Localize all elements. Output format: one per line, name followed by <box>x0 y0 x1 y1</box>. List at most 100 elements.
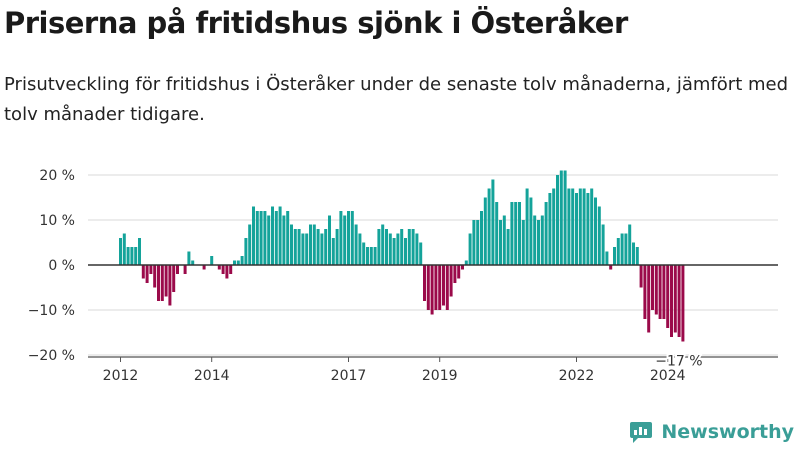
bar <box>183 265 187 274</box>
bars-layer <box>119 170 685 342</box>
bar <box>605 251 609 265</box>
bar <box>404 238 407 265</box>
bar <box>423 265 426 301</box>
bar <box>658 265 662 319</box>
bar <box>438 265 442 310</box>
bar <box>324 229 328 265</box>
bar <box>506 229 510 265</box>
bar <box>141 265 145 279</box>
bar <box>244 238 248 265</box>
bar <box>301 233 305 265</box>
bar <box>236 260 240 265</box>
bar <box>476 220 480 265</box>
x-tick-label: 2012 <box>103 368 139 384</box>
bar <box>343 215 347 265</box>
bar <box>358 233 362 265</box>
bar <box>510 202 514 265</box>
bar <box>248 224 252 265</box>
x-tick-label: 2022 <box>559 368 595 384</box>
bar <box>263 211 267 265</box>
bar <box>575 193 578 265</box>
bar <box>518 202 521 265</box>
bar <box>654 265 658 315</box>
bar <box>210 256 214 265</box>
bar <box>662 265 666 319</box>
bar <box>320 233 324 265</box>
bar <box>164 265 168 297</box>
bar <box>366 247 369 265</box>
bar <box>385 229 388 265</box>
last-value-label: −17 % <box>655 354 702 370</box>
bar <box>373 247 377 265</box>
bar <box>552 188 556 265</box>
bar <box>392 238 396 265</box>
bar <box>354 224 358 265</box>
bar <box>316 229 320 265</box>
x-tick-label: 2024 <box>650 368 686 384</box>
bar <box>426 265 430 310</box>
x-tick-label: 2017 <box>331 368 367 384</box>
bar <box>434 265 438 310</box>
bar <box>529 197 533 265</box>
bar <box>229 265 233 274</box>
bar <box>480 211 483 265</box>
bar <box>651 265 654 310</box>
bar <box>578 188 582 265</box>
bar <box>559 170 563 265</box>
bar <box>537 220 540 265</box>
bar <box>381 224 385 265</box>
bar <box>430 265 434 315</box>
bar <box>563 170 567 265</box>
bar <box>407 229 411 265</box>
bar <box>620 233 624 265</box>
bar <box>347 211 350 265</box>
bar <box>259 211 263 265</box>
bar <box>119 238 122 265</box>
bar <box>255 211 259 265</box>
bar <box>468 233 472 265</box>
bar <box>472 220 476 265</box>
bar <box>369 247 373 265</box>
bar <box>571 188 575 265</box>
bar <box>267 215 271 265</box>
bar <box>312 224 316 265</box>
bar <box>168 265 172 306</box>
bar <box>464 260 468 265</box>
bar <box>609 265 613 270</box>
bar <box>400 229 404 265</box>
newsworthy-logo-icon <box>630 422 653 443</box>
bar <box>666 265 670 328</box>
bar <box>202 265 206 270</box>
bar <box>677 265 681 337</box>
bar <box>297 229 301 265</box>
bar <box>221 265 225 274</box>
bar <box>567 188 571 265</box>
bar <box>149 265 153 274</box>
x-tick-label: 2019 <box>422 368 458 384</box>
bar <box>499 220 502 265</box>
bar <box>442 265 445 306</box>
bar <box>590 188 594 265</box>
bar <box>670 265 673 337</box>
bar <box>514 202 518 265</box>
bar <box>594 197 597 265</box>
bar <box>153 265 157 288</box>
bar <box>217 265 221 270</box>
y-tick-label: −10 % <box>28 303 75 319</box>
bar <box>544 202 548 265</box>
bar <box>328 215 331 265</box>
y-tick-label: −20 % <box>28 348 75 364</box>
bar <box>187 251 191 265</box>
bar <box>290 224 293 265</box>
brand-name: Newsworthy <box>661 421 794 443</box>
bar <box>377 229 381 265</box>
bar <box>639 265 643 288</box>
bar <box>483 197 487 265</box>
bar <box>191 260 195 265</box>
bar <box>613 247 616 265</box>
bar <box>176 265 179 274</box>
bar <box>305 233 309 265</box>
bar <box>628 224 632 265</box>
bar <box>252 206 255 265</box>
newsworthy-brand[interactable]: Newsworthy <box>629 420 794 444</box>
